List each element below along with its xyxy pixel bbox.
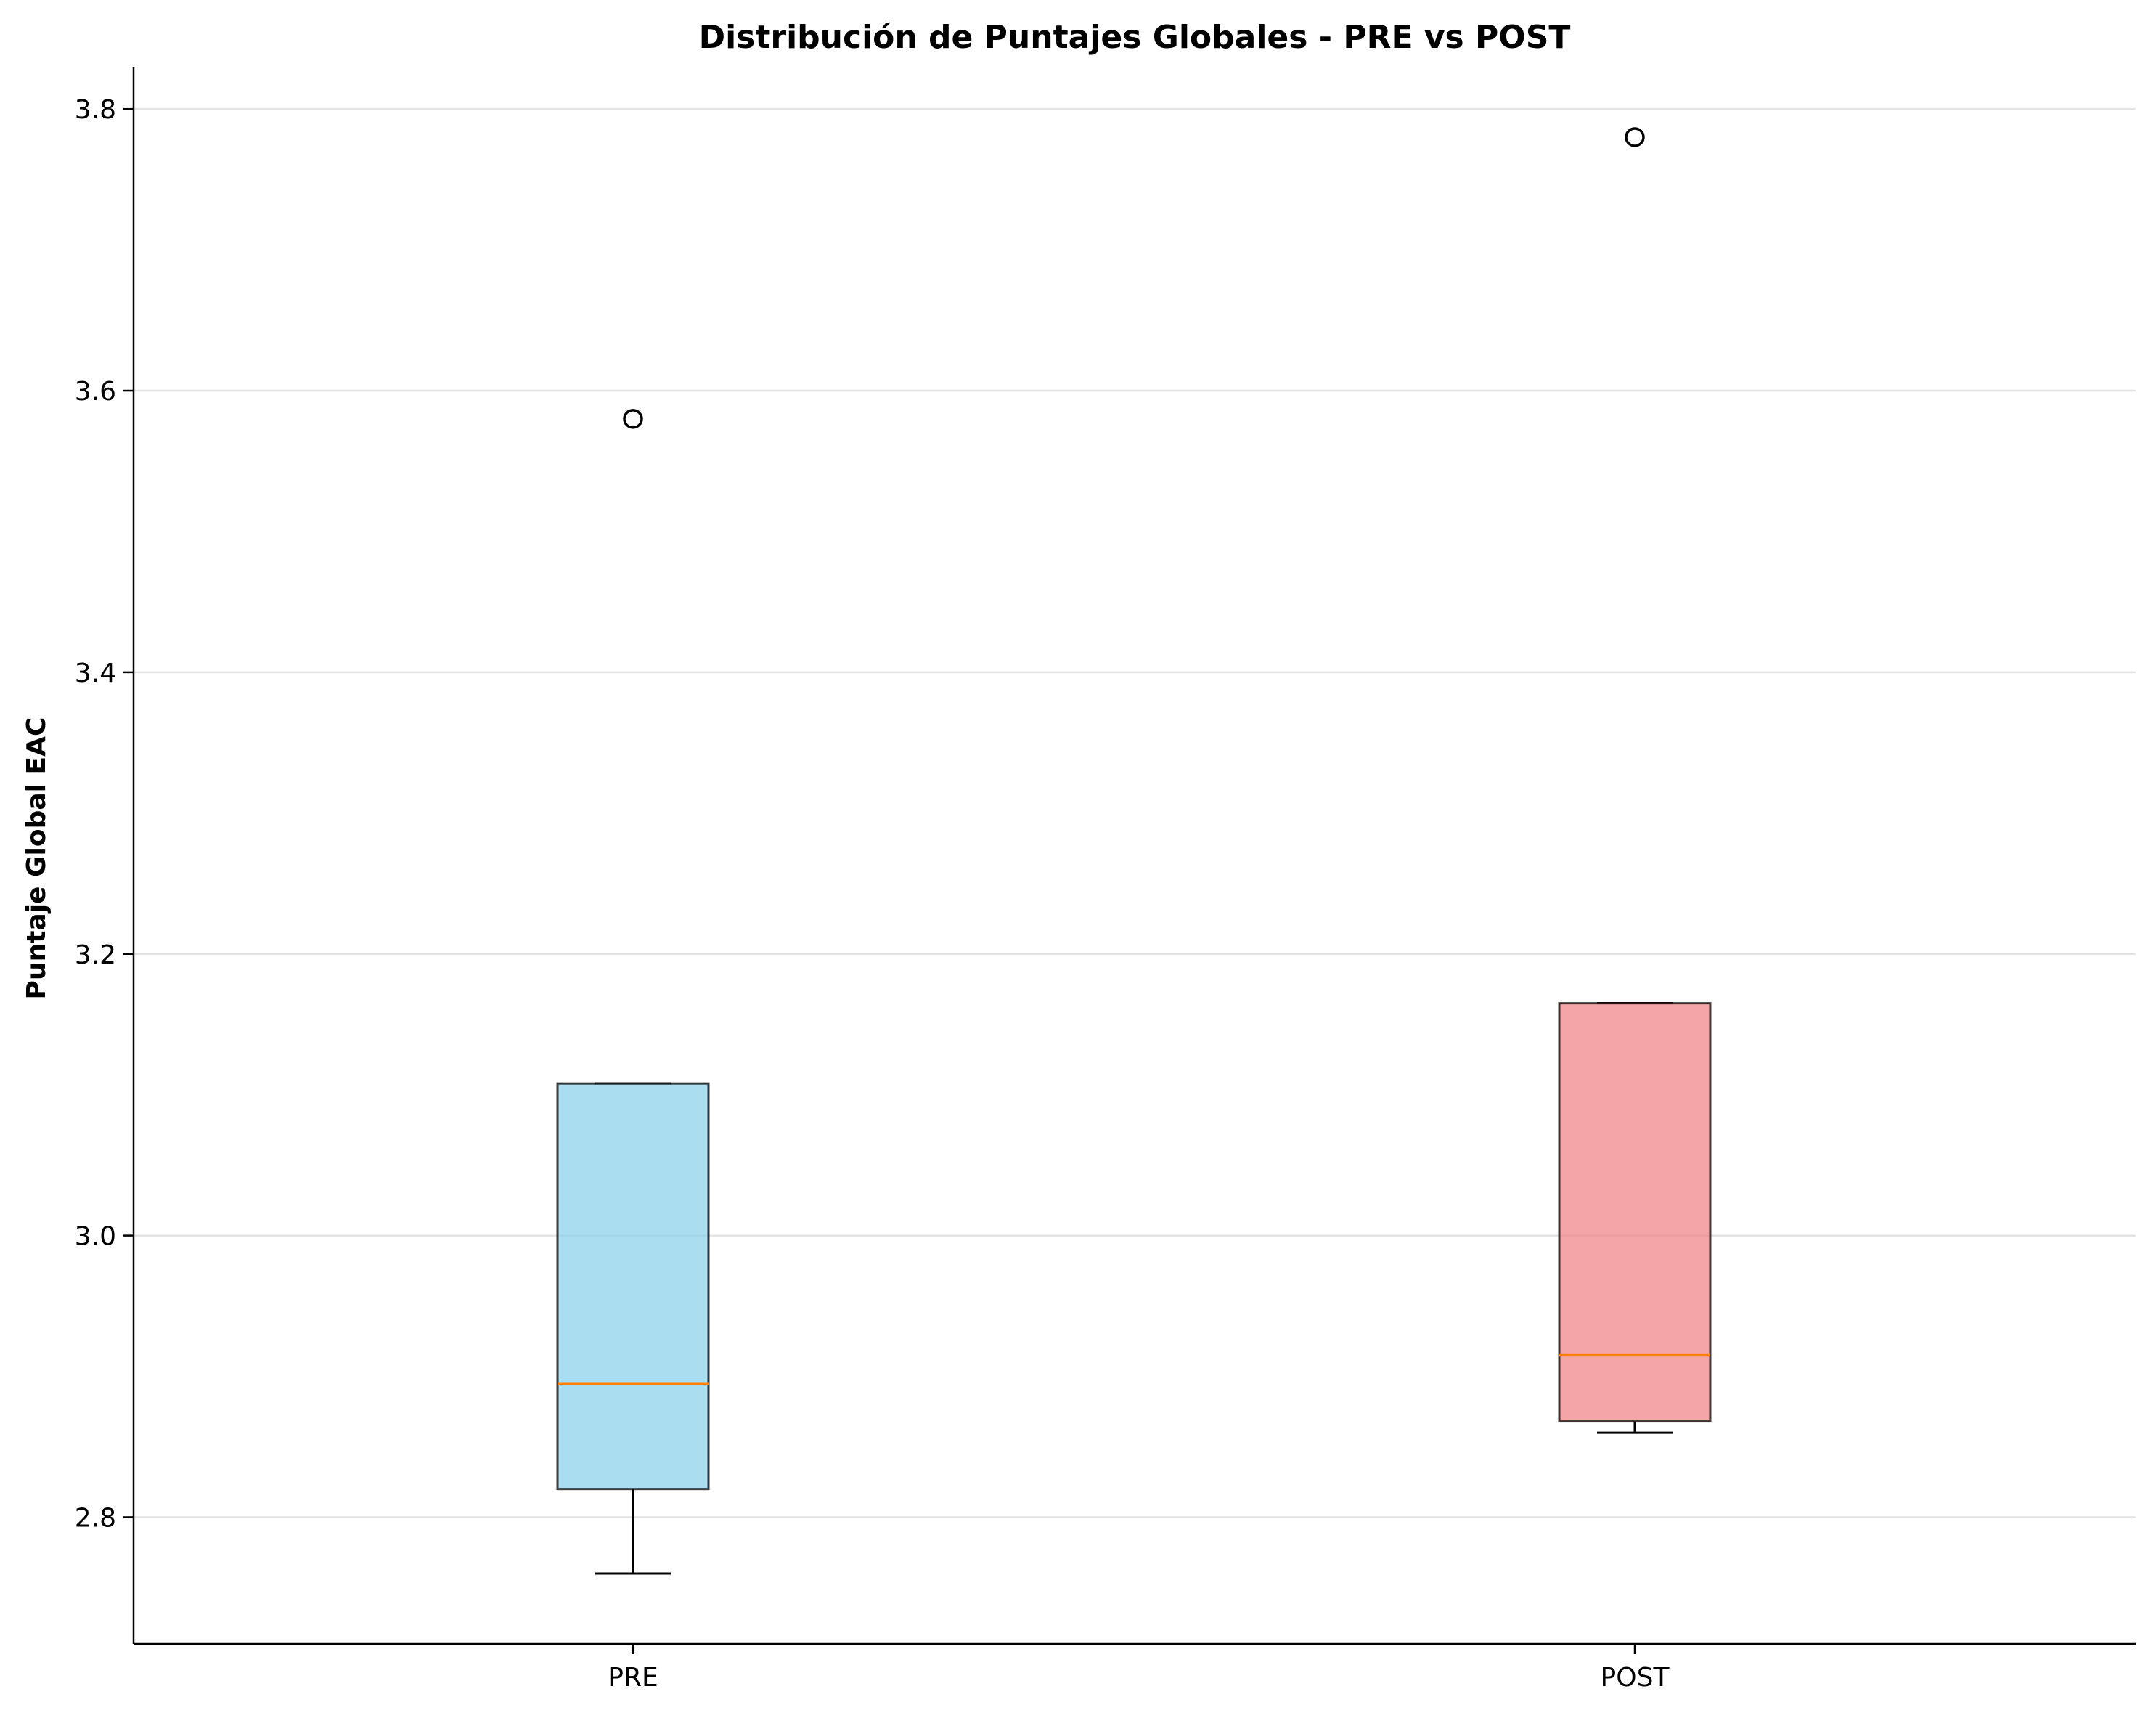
box-post xyxy=(1558,127,1712,1434)
y-tick-label: 3.2 xyxy=(75,940,116,970)
grid-lines xyxy=(134,107,2136,1518)
y-tick-label: 2.8 xyxy=(75,1503,116,1533)
iqr-box xyxy=(1558,1002,1712,1423)
y-tick-label: 3.8 xyxy=(75,95,116,125)
outlier-point xyxy=(623,409,643,429)
x-axis-ticks: PRE POST xyxy=(608,1644,1670,1693)
y-tick-label: 3.4 xyxy=(75,659,116,688)
iqr-box xyxy=(556,1082,710,1491)
x-tick-label: POST xyxy=(1601,1663,1670,1693)
outlier-point xyxy=(1625,127,1645,147)
x-tick-label: PRE xyxy=(608,1663,658,1693)
y-axis-label: Puntaje Global EAC xyxy=(22,717,52,1000)
box-pre xyxy=(556,409,710,1575)
chart-title: Distribución de Puntajes Globales - PRE … xyxy=(699,19,1571,56)
y-tick-label: 3.0 xyxy=(75,1222,116,1252)
y-tick-label: 3.6 xyxy=(75,377,116,407)
y-axis-ticks: 2.8 3.0 3.2 3.4 3.6 3.8 xyxy=(75,95,134,1533)
box-series xyxy=(556,127,1712,1575)
